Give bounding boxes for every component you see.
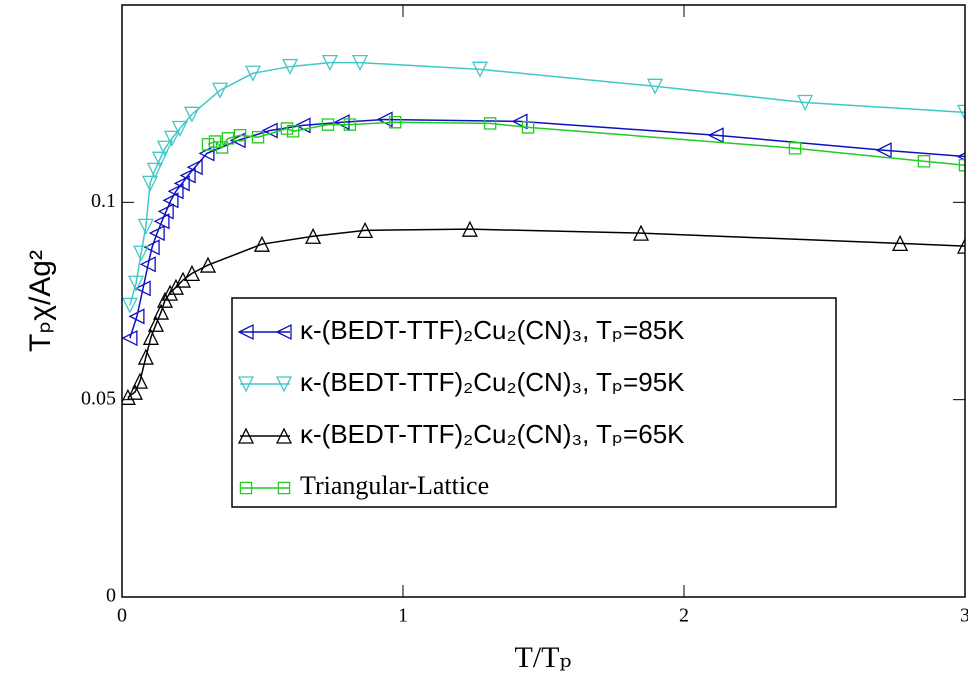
data-point [163, 130, 181, 147]
data-point [233, 128, 247, 142]
data-point [321, 54, 338, 72]
data-point [179, 167, 196, 184]
legend-box [231, 297, 837, 508]
data-point [632, 224, 650, 241]
series-line [129, 118, 965, 339]
data-point [521, 121, 535, 134]
data-point [892, 234, 909, 252]
legend-marker [237, 427, 255, 444]
data-point [483, 117, 497, 130]
x-tick-label: 2 [679, 605, 689, 627]
legend-marker [237, 323, 254, 341]
data-point [146, 162, 163, 179]
data-point [127, 275, 145, 292]
data-point [128, 308, 145, 325]
data-point [875, 142, 892, 159]
data-point [215, 141, 229, 154]
plot-area [122, 54, 965, 405]
data-point [167, 183, 184, 200]
data-point [956, 237, 965, 254]
data-point [153, 213, 170, 230]
data-point [143, 239, 160, 256]
data-point [148, 225, 165, 242]
data-point [199, 256, 217, 273]
data-point [186, 159, 203, 176]
data-point [343, 118, 357, 131]
data-point [917, 155, 931, 168]
data-point [647, 78, 664, 95]
data-point [161, 284, 179, 301]
data-point [134, 280, 151, 297]
y-tick-label: 0 [106, 585, 116, 607]
legend: κ-(BEDT-TTF)₂Cu₂(CN)₃, Tₚ=85K κ-(BEDT-TTF… [231, 297, 837, 508]
x-tick-label: 0 [117, 605, 127, 627]
data-point [122, 330, 138, 347]
data-point [956, 104, 965, 121]
data-point [321, 118, 335, 131]
data-point [171, 120, 188, 137]
data-point [357, 221, 374, 239]
legend-marker [237, 376, 255, 393]
plot-frame [121, 4, 966, 598]
data-point [137, 348, 154, 365]
data-point [139, 256, 156, 273]
legend-marker [239, 481, 253, 495]
x-tick-label: 3 [960, 605, 968, 627]
data-point [253, 235, 270, 252]
data-point [251, 130, 265, 144]
x-tick-label: 1 [398, 605, 408, 627]
data-point [286, 125, 300, 138]
data-point [147, 315, 165, 332]
data-point [305, 227, 322, 244]
data-point [208, 135, 222, 148]
series-line [207, 121, 965, 166]
data-point [137, 218, 154, 235]
y-tick-label: 0.05 [81, 387, 116, 409]
legend-label: κ-(BEDT-TTF)₂Cu₂(CN)₃, Tₚ=95K [300, 367, 685, 397]
legend-marker [277, 481, 291, 495]
data-point [122, 388, 136, 405]
data-point [162, 192, 179, 209]
data-point [351, 54, 369, 72]
legend-label: Triangular-Lattice [300, 471, 489, 500]
legend-label: κ-(BEDT-TTF)₂Cu₂(CN)₃, Tₚ=85K [300, 315, 685, 345]
x-axis-label: T/Tₚ [515, 641, 572, 674]
data-point [244, 65, 261, 82]
data-point [126, 383, 143, 400]
data-point [707, 127, 724, 144]
data-point [157, 203, 174, 220]
data-point [142, 328, 159, 345]
data-point [173, 175, 190, 192]
data-point [958, 158, 965, 172]
data-point [388, 115, 402, 129]
legend-marker [275, 376, 293, 393]
data-point [221, 132, 235, 145]
data-point [788, 142, 802, 155]
data-point [797, 94, 814, 111]
data-point [131, 372, 149, 389]
data-point [183, 106, 201, 123]
data-point [122, 297, 138, 314]
series-line [129, 61, 965, 306]
legend-marker [275, 323, 292, 341]
legend-label: κ-(BEDT-TTF)₂Cu₂(CN)₃, Tₚ=65K [300, 419, 685, 449]
data-point [142, 175, 159, 192]
data-point [156, 140, 174, 157]
data-point [280, 122, 294, 135]
data-point [151, 151, 168, 168]
data-point [153, 303, 170, 320]
y-tick-label: 0.1 [91, 190, 116, 212]
data-point [133, 245, 150, 262]
data-point [183, 264, 201, 282]
data-point [333, 114, 350, 131]
data-point [281, 58, 299, 76]
legend-marker [275, 427, 293, 444]
data-point [471, 61, 489, 78]
data-point [212, 82, 229, 99]
y-axis-label: Tₚχ/Ag² [24, 250, 57, 352]
data-point [461, 220, 478, 237]
series-line [127, 228, 965, 398]
